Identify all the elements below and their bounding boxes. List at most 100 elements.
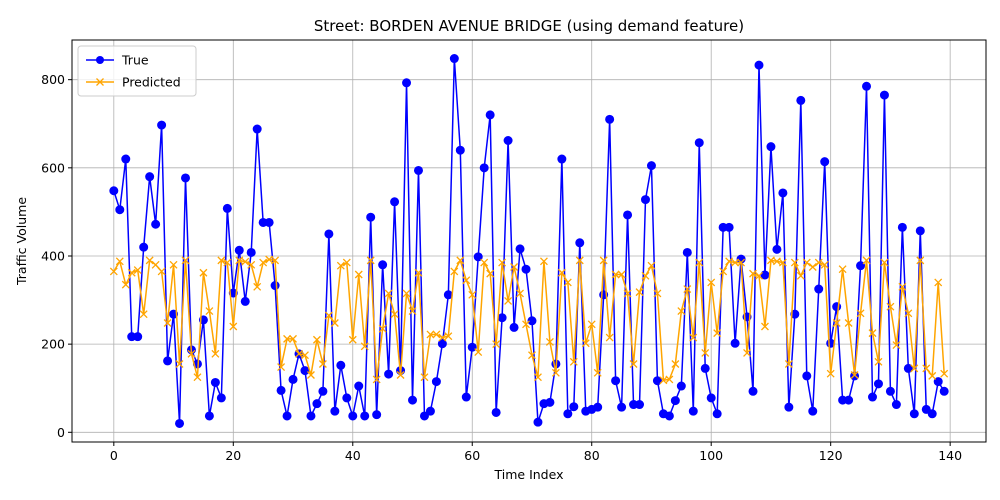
predicted-point [115, 257, 124, 266]
predicted-point [223, 258, 232, 267]
predicted-point [689, 333, 698, 342]
true-point [527, 316, 537, 326]
predicted-point [474, 348, 483, 357]
predicted-point [468, 290, 477, 299]
true-point [909, 409, 919, 419]
predicted-line [113, 258, 945, 382]
y-axis-label: Traffic Volume [14, 197, 29, 286]
predicted-point [378, 324, 387, 333]
predicted-point [802, 258, 811, 267]
x-tick-label: 40 [345, 448, 361, 463]
predicted-point [121, 280, 130, 289]
predicted-point [934, 278, 943, 287]
true-point [467, 342, 477, 352]
predicted-point [539, 257, 548, 266]
true-point [700, 363, 710, 373]
x-tick-label: 100 [699, 448, 723, 463]
predicted-point [528, 351, 536, 360]
predicted-point [623, 289, 632, 298]
predicted-point [384, 289, 393, 298]
y-tick-label: 600 [41, 160, 65, 175]
predicted-point [175, 360, 184, 368]
true-point [336, 360, 346, 370]
predicted-point [850, 371, 859, 379]
true-point [342, 393, 352, 403]
true-point [521, 264, 531, 274]
true-point [485, 110, 495, 120]
true-point [425, 406, 435, 416]
true-point [790, 309, 800, 319]
true-point [509, 322, 519, 332]
predicted-point [516, 289, 524, 298]
true-point [844, 395, 854, 405]
predicted-point [737, 258, 746, 267]
true-point [157, 120, 167, 130]
predicted-point [504, 296, 513, 305]
true-point [354, 381, 364, 391]
predicted-point [492, 340, 501, 349]
predicted-point [330, 319, 339, 327]
predicted-point [187, 349, 196, 358]
true-point [730, 338, 740, 348]
legend-label: Predicted [122, 75, 181, 90]
legend-label: True [121, 53, 149, 68]
true-point [431, 377, 441, 387]
true-point [754, 60, 764, 70]
predicted-point [151, 260, 160, 269]
predicted-point [193, 373, 202, 382]
true-point [635, 400, 645, 410]
predicted-point [928, 371, 937, 380]
predicted-point [617, 270, 626, 279]
true-point [891, 400, 901, 410]
predicted-point [324, 311, 333, 320]
true-point [617, 402, 627, 412]
predicted-point [456, 256, 465, 265]
true-point [228, 288, 238, 298]
x-tick-label: 80 [584, 448, 600, 463]
true-point [772, 244, 782, 254]
predicted-point [253, 282, 262, 291]
true-point [133, 332, 143, 342]
predicted-point [826, 369, 835, 378]
predicted-point [229, 322, 238, 331]
predicted-point [575, 256, 584, 265]
true-point [282, 411, 292, 421]
true-point [611, 376, 621, 386]
predicted-point [438, 333, 447, 342]
predicted-point [217, 256, 226, 265]
series-predicted [109, 255, 949, 385]
true-point [856, 261, 866, 271]
true-point [270, 281, 280, 291]
predicted-point [910, 364, 919, 373]
predicted-point [563, 278, 572, 287]
predicted-point [653, 289, 662, 298]
predicted-point [922, 364, 931, 373]
true-point [318, 386, 328, 396]
true-point [378, 260, 388, 270]
legend-marker-x [96, 78, 104, 86]
true-point [652, 376, 662, 386]
true-point [151, 219, 161, 229]
predicted-point [892, 341, 901, 349]
legend-entries: True Predicted [86, 53, 181, 90]
predicted-point [318, 360, 327, 368]
predicted-point [360, 342, 369, 351]
x-tick-label: 120 [819, 448, 843, 463]
predicted-point [569, 357, 578, 366]
predicted-point [283, 334, 292, 343]
predicted-point [701, 349, 710, 357]
true-point [384, 369, 394, 379]
predicted-point [510, 263, 519, 271]
predicted-point [372, 375, 381, 384]
predicted-point [133, 266, 142, 275]
predicted-point [247, 260, 256, 269]
true-point [903, 363, 913, 373]
predicted-point [306, 371, 315, 379]
predicted-point [772, 257, 781, 266]
true-point [706, 393, 716, 403]
true-point [264, 217, 274, 227]
predicted-point [898, 282, 907, 291]
predicted-point [790, 258, 799, 267]
